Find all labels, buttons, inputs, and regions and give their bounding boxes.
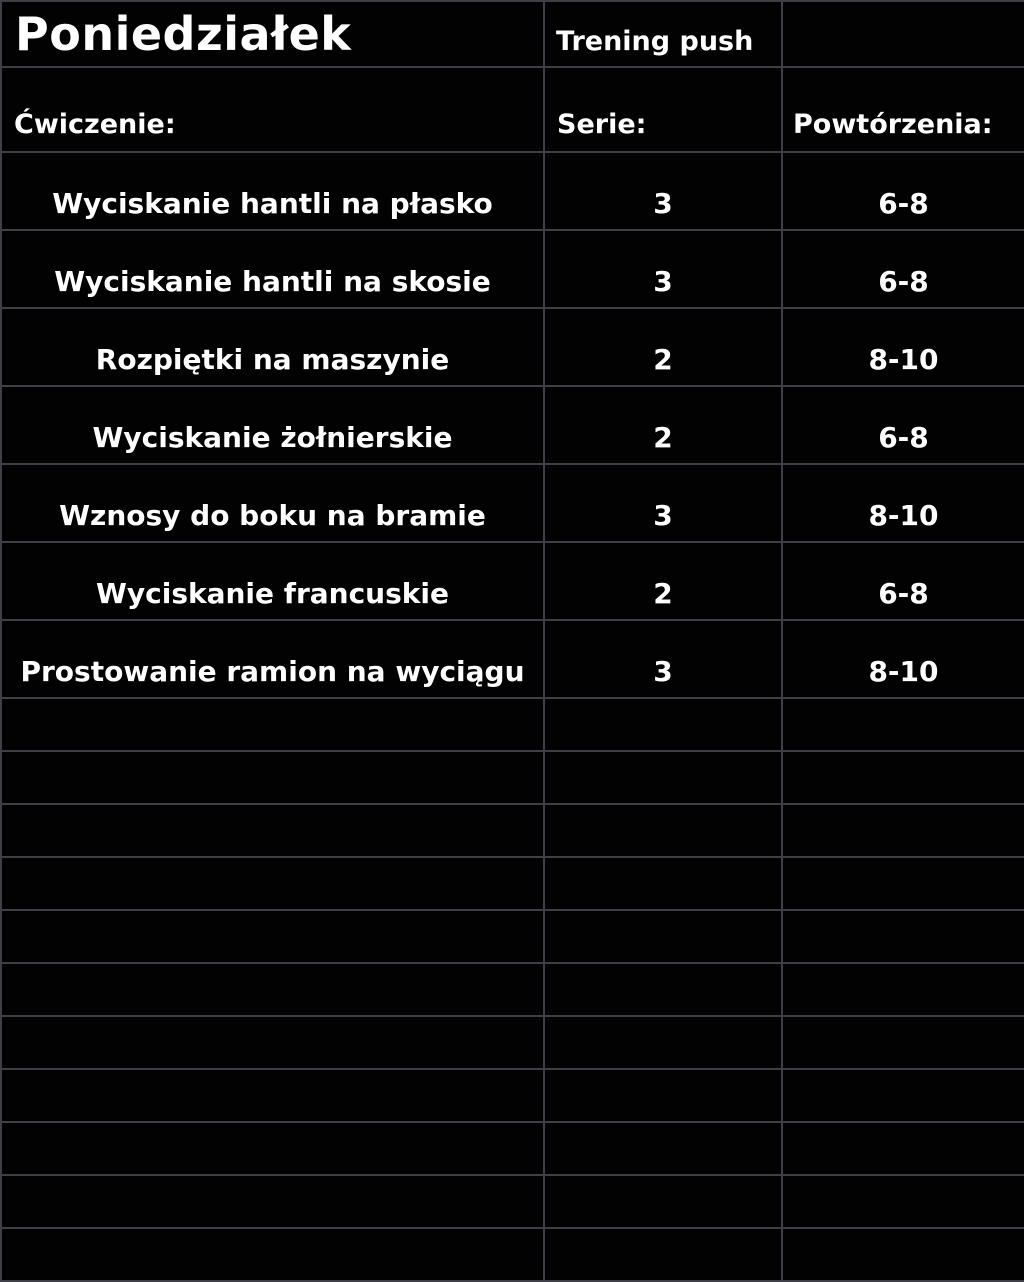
empty-cell[interactable]: [2, 858, 545, 911]
exercise-cell[interactable]: Wyciskanie francuskie: [2, 543, 545, 621]
empty-cell[interactable]: [783, 805, 1024, 858]
exercise-cell[interactable]: Prostowanie ramion na wyciągu: [2, 621, 545, 699]
empty-cell[interactable]: [2, 1070, 545, 1123]
reps-cell[interactable]: 6-8: [783, 543, 1024, 621]
table-row: Prostowanie ramion na wyciągu 3 8-10: [2, 621, 1024, 699]
empty-cell[interactable]: [783, 911, 1024, 964]
empty-cell[interactable]: [2, 699, 545, 752]
empty-cell[interactable]: [783, 1176, 1024, 1229]
sets-cell[interactable]: 2: [545, 387, 783, 465]
empty-cell[interactable]: [545, 1017, 783, 1070]
sets-cell[interactable]: 3: [545, 231, 783, 309]
empty-cell[interactable]: [545, 805, 783, 858]
empty-cell[interactable]: [783, 1123, 1024, 1176]
empty-cell[interactable]: [783, 752, 1024, 805]
empty-cell[interactable]: [783, 2, 1024, 68]
empty-cell[interactable]: [2, 1176, 545, 1229]
sets-cell[interactable]: 2: [545, 309, 783, 387]
empty-row: [2, 752, 1024, 805]
empty-cell[interactable]: [545, 1123, 783, 1176]
empty-row: [2, 1123, 1024, 1176]
title-row: Poniedziałek Trening push: [2, 2, 1024, 68]
empty-row: [2, 1017, 1024, 1070]
workout-type-cell[interactable]: Trening push: [545, 2, 783, 68]
empty-row: [2, 911, 1024, 964]
table-row: Wyciskanie hantli na płasko 3 6-8: [2, 153, 1024, 231]
column-header-reps[interactable]: Powtórzenia:: [783, 68, 1024, 153]
empty-cell[interactable]: [2, 1229, 545, 1282]
exercise-cell[interactable]: Wyciskanie hantli na skosie: [2, 231, 545, 309]
empty-cell[interactable]: [2, 805, 545, 858]
sets-cell[interactable]: 2: [545, 543, 783, 621]
empty-cell[interactable]: [2, 752, 545, 805]
table-row: Wznosy do boku na bramie 3 8-10: [2, 465, 1024, 543]
empty-cell[interactable]: [545, 1176, 783, 1229]
reps-cell[interactable]: 8-10: [783, 621, 1024, 699]
empty-cell[interactable]: [2, 1017, 545, 1070]
reps-cell[interactable]: 8-10: [783, 465, 1024, 543]
empty-cell[interactable]: [783, 699, 1024, 752]
empty-row: [2, 858, 1024, 911]
empty-cell[interactable]: [2, 964, 545, 1017]
empty-cell[interactable]: [783, 964, 1024, 1017]
empty-row: [2, 1070, 1024, 1123]
empty-cell[interactable]: [2, 911, 545, 964]
empty-cell[interactable]: [545, 911, 783, 964]
exercise-cell[interactable]: Rozpiętki na maszynie: [2, 309, 545, 387]
day-title-cell[interactable]: Poniedziałek: [2, 2, 545, 68]
empty-row: [2, 964, 1024, 1017]
table-row: Wyciskanie hantli na skosie 3 6-8: [2, 231, 1024, 309]
empty-cell[interactable]: [545, 1070, 783, 1123]
empty-row: [2, 699, 1024, 752]
reps-cell[interactable]: 6-8: [783, 387, 1024, 465]
exercise-cell[interactable]: Wznosy do boku na bramie: [2, 465, 545, 543]
table-row: Wyciskanie żołnierskie 2 6-8: [2, 387, 1024, 465]
empty-cell[interactable]: [783, 1229, 1024, 1282]
empty-row: [2, 805, 1024, 858]
exercise-cell[interactable]: Wyciskanie hantli na płasko: [2, 153, 545, 231]
empty-cell[interactable]: [545, 752, 783, 805]
empty-cell[interactable]: [545, 699, 783, 752]
header-row: Ćwiczenie: Serie: Powtórzenia:: [2, 68, 1024, 153]
column-header-sets[interactable]: Serie:: [545, 68, 783, 153]
empty-row: [2, 1229, 1024, 1282]
sets-cell[interactable]: 3: [545, 621, 783, 699]
empty-cell[interactable]: [783, 858, 1024, 911]
empty-cell[interactable]: [783, 1070, 1024, 1123]
exercise-cell[interactable]: Wyciskanie żołnierskie: [2, 387, 545, 465]
reps-cell[interactable]: 6-8: [783, 153, 1024, 231]
empty-row: [2, 1176, 1024, 1229]
sets-cell[interactable]: 3: [545, 153, 783, 231]
empty-cell[interactable]: [545, 964, 783, 1017]
empty-cell[interactable]: [783, 1017, 1024, 1070]
table-row: Wyciskanie francuskie 2 6-8: [2, 543, 1024, 621]
column-header-exercise[interactable]: Ćwiczenie:: [2, 68, 545, 153]
empty-cell[interactable]: [2, 1123, 545, 1176]
empty-cell[interactable]: [545, 1229, 783, 1282]
sets-cell[interactable]: 3: [545, 465, 783, 543]
empty-cell[interactable]: [545, 858, 783, 911]
reps-cell[interactable]: 6-8: [783, 231, 1024, 309]
reps-cell[interactable]: 8-10: [783, 309, 1024, 387]
table-row: Rozpiętki na maszynie 2 8-10: [2, 309, 1024, 387]
